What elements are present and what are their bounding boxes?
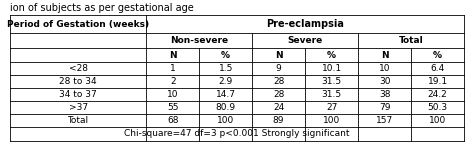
Text: 28: 28 [273,77,284,86]
Text: 24.2: 24.2 [428,90,447,99]
Text: 100: 100 [429,116,446,125]
Text: 9: 9 [276,64,282,73]
Text: 1: 1 [170,64,175,73]
Text: 27: 27 [326,103,337,112]
Text: 10: 10 [379,64,390,73]
Text: Total: Total [399,36,423,45]
Text: 31.5: 31.5 [321,90,342,99]
Text: 80.9: 80.9 [216,103,236,112]
Text: Total: Total [67,116,89,125]
Text: %: % [433,51,442,59]
Text: 55: 55 [167,103,178,112]
Text: >37: >37 [69,103,88,112]
Text: %: % [327,51,336,59]
Text: N: N [169,51,176,59]
Text: 19.1: 19.1 [428,77,447,86]
Text: 31.5: 31.5 [321,77,342,86]
Text: 100: 100 [323,116,340,125]
Text: 24: 24 [273,103,284,112]
Text: 79: 79 [379,103,390,112]
Text: 34 to 37: 34 to 37 [59,90,97,99]
Text: 30: 30 [379,77,390,86]
Text: %: % [221,51,230,59]
Text: 89: 89 [273,116,284,125]
Text: Non-severe: Non-severe [170,36,228,45]
Text: 157: 157 [376,116,393,125]
Text: ion of subjects as per gestational age: ion of subjects as per gestational age [10,3,194,13]
Text: Severe: Severe [287,36,323,45]
Text: 6.4: 6.4 [430,64,445,73]
Text: N: N [381,51,388,59]
Text: <28: <28 [69,64,88,73]
Text: 28: 28 [273,90,284,99]
Text: Chi-square=47 df=3 p<0.001 Strongly significant: Chi-square=47 df=3 p<0.001 Strongly sign… [124,129,350,139]
Text: Pre-eclampsia: Pre-eclampsia [266,19,344,29]
Text: 50.3: 50.3 [428,103,447,112]
Text: 100: 100 [217,116,234,125]
Text: N: N [275,51,283,59]
Text: 14.7: 14.7 [216,90,236,99]
Text: 2.9: 2.9 [219,77,233,86]
Text: 2: 2 [170,77,175,86]
Text: 38: 38 [379,90,390,99]
Text: 28 to 34: 28 to 34 [59,77,97,86]
Text: Period of Gestation (weeks): Period of Gestation (weeks) [7,20,149,29]
Text: 10: 10 [167,90,178,99]
Text: 68: 68 [167,116,178,125]
Text: 1.5: 1.5 [219,64,233,73]
Text: 10.1: 10.1 [321,64,342,73]
